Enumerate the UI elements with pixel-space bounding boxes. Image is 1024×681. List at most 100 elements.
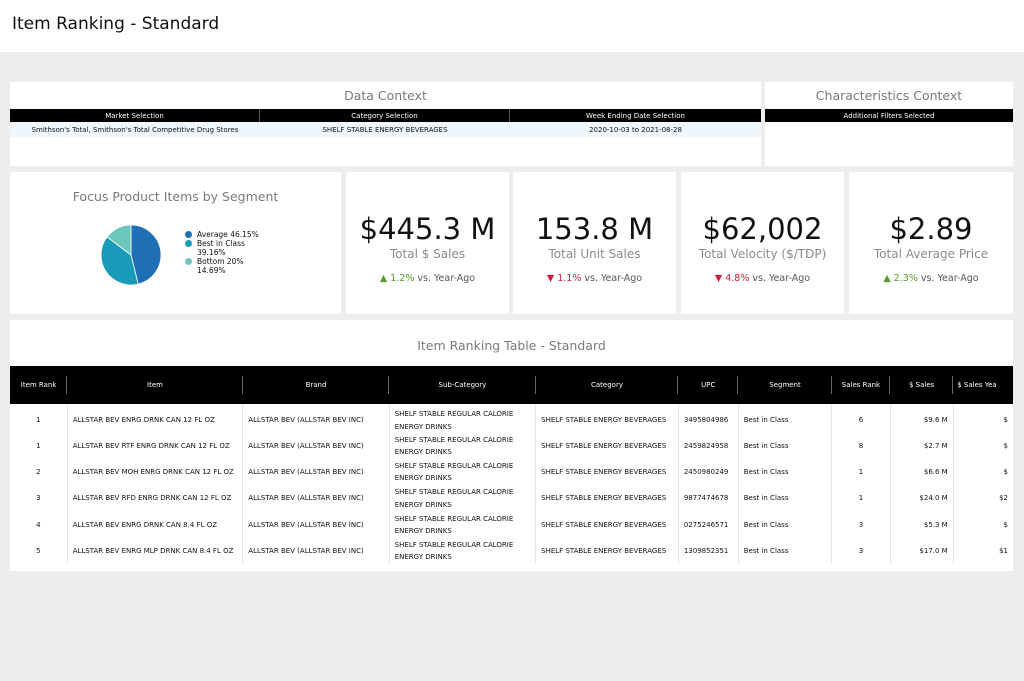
cell-brand: ALLSTAR BEV (ALLSTAR BEV INC) — [242, 485, 390, 512]
category-selection-value: SHELF STABLE ENERGY BEVERAGES — [322, 125, 448, 134]
cell-category: SHELF STABLE ENERGY BEVERAGES — [535, 485, 679, 512]
data-context-header: Market Selection Category Selection Week… — [10, 109, 761, 122]
cell-sales-rank: 8 — [831, 433, 891, 460]
cell-sales-rank: 1 — [831, 459, 891, 486]
characteristics-context-title: Characteristics Context — [815, 88, 963, 103]
legend-pct-bottom-20: 14.69% — [197, 266, 226, 275]
cell-item: ALLSTAR BEV RFD ENRG DRNK CAN 12 FL OZ — [67, 485, 244, 512]
kpi-card-total-sales: $445.3 M Total $ Sales ▲ 1.2% vs. Year-A… — [346, 172, 509, 314]
kpi-value: $445.3 M — [359, 212, 496, 246]
cell-sales-rank: 3 — [831, 511, 891, 539]
cell-upc: 1309852351 — [678, 538, 739, 565]
cell-item-rank: 1 — [10, 433, 68, 460]
cell-segment: Best in Class — [738, 511, 833, 539]
table-row[interactable]: 3 ALLSTAR BEV RFD ENRG DRNK CAN 12 FL OZ… — [10, 485, 1013, 512]
legend-label-best-in-class: Best in Class — [197, 239, 245, 248]
cell-category: SHELF STABLE ENERGY BEVERAGES — [535, 433, 679, 460]
cell-sales: $17.0 M — [890, 538, 954, 565]
column-header-item[interactable]: Item — [67, 366, 243, 404]
table-row[interactable]: 5 ALLSTAR BEV ENRG MLP DRNK CAN 8.4 FL O… — [10, 538, 1013, 565]
segment-legend: Average 46.15% Best in Class 39.16% Botto… — [185, 230, 259, 275]
cell-segment: Best in Class — [738, 485, 833, 512]
item-ranking-panel: Item Ranking Table - Standard Item Rank … — [10, 320, 1013, 571]
cell-segment: Best in Class — [738, 459, 833, 486]
trend-up-icon: ▲ — [379, 273, 388, 284]
kpi-card-total-unit-sales: 153.8 M Total Unit Sales ▼ 1.1% vs. Year… — [513, 172, 676, 314]
kpi-card-total-velocity: $62,002 Total Velocity ($/TDP) ▼ 4.8% vs… — [681, 172, 844, 314]
characteristics-context-panel: Characteristics Context Additional Filte… — [765, 82, 1013, 166]
segment-pie-title: Focus Product Items by Segment — [72, 189, 279, 204]
cell-sales: $24.0 M — [890, 485, 954, 512]
top-bar: Item Ranking - Standard — [0, 0, 1024, 52]
cell-category: SHELF STABLE ENERGY BEVERAGES — [535, 459, 679, 486]
characteristics-context-header: Additional Filters Selected — [765, 109, 1013, 122]
kpi-label: Total Average Price — [873, 247, 989, 261]
cell-upc: 0275246571 — [678, 511, 739, 539]
kpi-label: Total $ Sales — [389, 247, 466, 261]
table-row[interactable]: 2 ALLSTAR BEV MOH ENRG DRNK CAN 12 FL OZ… — [10, 459, 1013, 486]
cell-item-rank: 1 — [10, 404, 68, 433]
cell-brand: ALLSTAR BEV (ALLSTAR BEV INC) — [242, 511, 390, 539]
kpi-value: $62,002 — [702, 212, 823, 246]
cell-item: ALLSTAR BEV RTF ENRG DRNK CAN 12 FL OZ — [67, 433, 244, 460]
kpi-change: ▼ 4.8% vs. Year-Ago — [681, 273, 844, 284]
legend-dot-average — [185, 231, 192, 238]
page-title: Item Ranking - Standard — [12, 14, 220, 34]
kpi-change-pct: 1.2% — [390, 273, 415, 284]
kpi-value: $2.89 — [889, 212, 973, 246]
cell-item: ALLSTAR BEV ENRG DRNK CAN 8.4 FL OZ — [67, 511, 244, 539]
pie-slice-bottom-20[interactable] — [106, 224, 132, 256]
kpi-label: Total Unit Sales — [548, 247, 641, 261]
cell-upc: 2459824958 — [678, 433, 739, 460]
cell-sales-year-ago: $ — [1003, 520, 1008, 529]
additional-filters-header: Additional Filters Selected — [843, 111, 935, 120]
cell-segment: Best in Class — [738, 433, 833, 460]
cell-sub-category: SHELF STABLE REGULAR CALORIE ENERGY DRINK… — [389, 538, 537, 565]
week-ending-value: 2020-10-03 to 2021-08-28 — [589, 125, 682, 134]
column-header-sub-category[interactable]: Sub-Category — [389, 366, 536, 404]
kpi-label: Total Velocity ($/TDP) — [698, 247, 827, 261]
data-context-panel: Data Context Market Selection Category S… — [10, 82, 761, 166]
cell-upc: 3495804986 — [678, 404, 739, 433]
cell-upc: 2450980249 — [678, 459, 739, 486]
table-row[interactable]: 1 ALLSTAR BEV RTF ENRG DRNK CAN 12 FL OZ… — [10, 433, 1013, 460]
pie-slice-best-in-class[interactable] — [100, 236, 139, 286]
cell-item: ALLSTAR BEV ENRG DRNK CAN 12 FL OZ — [67, 404, 244, 433]
table-row[interactable]: 4 ALLSTAR BEV ENRG DRNK CAN 8.4 FL OZ AL… — [10, 511, 1013, 539]
column-header-sales[interactable]: $ Sales — [890, 366, 954, 404]
kpi-change: ▼ 1.1% vs. Year-Ago — [513, 273, 676, 284]
kpi-card-total-average-price: $2.89 Total Average Price ▲ 2.3% vs. Yea… — [849, 172, 1013, 314]
kpi-value: 153.8 M — [535, 212, 654, 246]
column-header-item-rank[interactable]: Item Rank — [10, 366, 68, 404]
cell-sales-rank: 1 — [831, 485, 891, 512]
cell-upc: 9877474678 — [678, 485, 739, 512]
legend-item-average: Average 46.15% — [185, 230, 259, 239]
table-row[interactable]: 1 ALLSTAR BEV ENRG DRNK CAN 12 FL OZ ALL… — [10, 404, 1013, 433]
legend-item-best-in-class: Best in Class 39.16% — [185, 239, 259, 257]
cell-brand: ALLSTAR BEV (ALLSTAR BEV INC) — [242, 404, 390, 433]
week-ending-header: Week Ending Date Selection — [586, 111, 685, 120]
column-header-brand[interactable]: Brand — [242, 366, 390, 404]
cell-sales-rank: 3 — [831, 538, 891, 565]
trend-down-icon: ▼ — [714, 273, 723, 284]
column-header-segment[interactable]: Segment — [738, 366, 832, 404]
cell-category: SHELF STABLE ENERGY BEVERAGES — [535, 404, 679, 433]
column-header-sales-rank[interactable]: Sales Rank — [831, 366, 891, 404]
column-header-category[interactable]: Category — [535, 366, 679, 404]
trend-down-icon: ▼ — [546, 273, 555, 284]
column-header-upc[interactable]: UPC — [678, 366, 739, 404]
cell-category: SHELF STABLE ENERGY BEVERAGES — [535, 511, 679, 539]
cell-sub-category: SHELF STABLE REGULAR CALORIE ENERGY DRINK… — [389, 433, 537, 460]
kpi-change-suffix: vs. Year-Ago — [417, 273, 476, 284]
kpi-change-pct: 1.1% — [557, 273, 582, 284]
category-selection-header: Category Selection — [260, 109, 510, 122]
cell-sales-rank: 6 — [831, 404, 891, 433]
cell-brand: ALLSTAR BEV (ALLSTAR BEV INC) — [242, 433, 390, 460]
legend-dot-best-in-class — [185, 240, 192, 247]
cell-sales-year-ago: $2 — [999, 494, 1008, 503]
kpi-change-suffix: vs. Year-Ago — [920, 273, 979, 284]
column-header-sales-year-ago[interactable]: $ Sales Yea — [953, 366, 1013, 404]
data-context-title: Data Context — [344, 88, 427, 103]
pie-slice-average[interactable] — [130, 224, 162, 285]
cell-sub-category: SHELF STABLE REGULAR CALORIE ENERGY DRINK… — [389, 485, 537, 512]
